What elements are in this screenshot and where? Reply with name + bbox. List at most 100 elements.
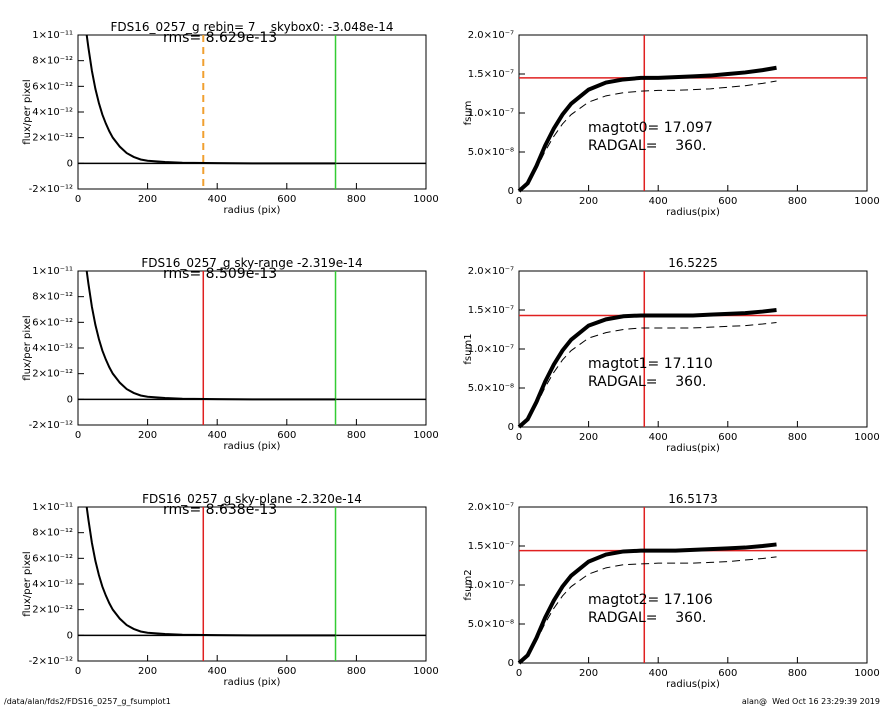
x-tick-label: 0: [516, 432, 522, 443]
x-tick-label: 800: [788, 668, 807, 679]
annotation: RADGAL= 360.: [588, 610, 706, 626]
panel-title: 16.5225: [668, 256, 718, 270]
panel-title: FDS16_0257_g rebin= 7 skybox0: -3.048e-1…: [110, 20, 393, 34]
y-tick-label: 6×10⁻¹²: [32, 553, 73, 564]
y-tick-label: 8×10⁻¹²: [32, 292, 73, 303]
x-tick-label: 200: [138, 194, 157, 205]
profile-curve: [517, 542, 777, 665]
annotation: rms= 8.638e-13: [163, 502, 277, 518]
y-axis-label: flux/per pixel: [22, 79, 33, 144]
y-tick-label: 1.5×10⁻⁷: [468, 541, 514, 552]
x-tick-label: 200: [138, 430, 157, 441]
x-tick-label: 0: [516, 196, 522, 207]
plot-frame: [518, 506, 868, 664]
annotation: magtot1= 17.110: [588, 356, 713, 372]
x-tick-label: 400: [649, 432, 668, 443]
y-axis-label: fsum1: [463, 333, 474, 364]
y-tick-label: 4×10⁻¹²: [32, 579, 73, 590]
annotation: RADGAL= 360.: [588, 374, 706, 390]
x-tick-label: 600: [718, 196, 737, 207]
annotation: magtot2= 17.106: [588, 592, 713, 608]
dashed-curve: [518, 80, 777, 192]
y-tick-label: 1.0×10⁻⁷: [468, 108, 514, 119]
profile-curve: [85, 506, 336, 637]
x-tick-label: 400: [208, 194, 227, 205]
y-axis-label: fsum: [463, 101, 474, 126]
panel-title: 16.5173: [668, 492, 718, 506]
x-tick-label: 1000: [854, 432, 879, 443]
y-tick-label: -2×10⁻¹²: [29, 420, 73, 431]
y-tick-label: 5.0×10⁻⁸: [468, 619, 514, 630]
y-axis-label: flux/per pixel: [22, 551, 33, 616]
x-tick-label: 200: [579, 668, 598, 679]
y-tick-label: 1×10⁻¹¹: [32, 30, 73, 41]
profile-curve: [85, 34, 336, 165]
x-tick-label: 600: [277, 194, 296, 205]
y-tick-label: 0: [67, 630, 73, 641]
x-tick-label: 0: [516, 668, 522, 679]
profile-curve: [85, 270, 336, 401]
x-tick-label: 800: [347, 666, 366, 677]
plot-frame: [77, 34, 427, 190]
footer-date: alan@ Wed Oct 16 23:29:39 2019: [742, 697, 880, 706]
x-tick-label: 400: [208, 430, 227, 441]
y-tick-label: 0: [67, 394, 73, 405]
y-axis-label: flux/per pixel: [22, 315, 33, 380]
y-tick-label: 6×10⁻¹²: [32, 81, 73, 92]
y-tick-label: 0: [508, 186, 514, 197]
y-tick-label: 2.0×10⁻⁷: [468, 502, 514, 513]
y-tick-label: 0: [508, 422, 514, 433]
x-tick-label: 1000: [854, 196, 879, 207]
annotation: rms= 8.629e-13: [163, 30, 277, 46]
annotation: magtot0= 17.097: [588, 120, 713, 136]
x-tick-label: 0: [75, 194, 81, 205]
x-tick-label: 600: [718, 668, 737, 679]
x-tick-label: 1000: [413, 430, 438, 441]
x-axis-label: radius (pix): [224, 441, 281, 452]
x-axis-label: radius(pix): [666, 207, 720, 218]
y-tick-label: 8×10⁻¹²: [32, 528, 73, 539]
plot-frame: [77, 270, 427, 426]
x-tick-label: 200: [579, 432, 598, 443]
y-tick-label: 2.0×10⁻⁷: [468, 30, 514, 41]
profile-curve: [517, 65, 777, 193]
x-tick-label: 800: [347, 194, 366, 205]
x-tick-label: 1000: [413, 194, 438, 205]
y-tick-label: 1×10⁻¹¹: [32, 266, 73, 277]
y-tick-label: 4×10⁻¹²: [32, 343, 73, 354]
y-tick-label: 5.0×10⁻⁸: [468, 147, 514, 158]
x-tick-label: 400: [649, 668, 668, 679]
y-tick-label: 2×10⁻¹²: [32, 369, 73, 380]
footer-path: /data/alan/fds2/FDS16_0257_g_fsumplot1: [4, 697, 171, 706]
x-tick-label: 200: [138, 666, 157, 677]
annotation: RADGAL= 360.: [588, 138, 706, 154]
y-tick-label: 1.5×10⁻⁷: [468, 305, 514, 316]
y-tick-label: 0: [67, 158, 73, 169]
y-tick-label: 2.0×10⁻⁷: [468, 266, 514, 277]
y-tick-label: 2×10⁻¹²: [32, 605, 73, 616]
x-tick-label: 800: [788, 196, 807, 207]
x-tick-label: 0: [75, 666, 81, 677]
x-axis-label: radius(pix): [666, 443, 720, 454]
y-tick-label: 5.0×10⁻⁸: [468, 383, 514, 394]
annotation: rms= 8.509e-13: [163, 266, 277, 282]
plot-frame: [518, 34, 868, 192]
y-tick-label: 6×10⁻¹²: [32, 317, 73, 328]
y-tick-label: 1.0×10⁻⁷: [468, 344, 514, 355]
x-tick-label: 400: [649, 196, 668, 207]
x-tick-label: 1000: [854, 668, 879, 679]
x-tick-label: 200: [579, 196, 598, 207]
y-tick-label: -2×10⁻¹²: [29, 184, 73, 195]
panel-title: FDS16_0257_g sky-plane -2.320e-14: [142, 492, 362, 506]
profile-curve: [517, 308, 777, 429]
x-tick-label: 600: [718, 432, 737, 443]
x-tick-label: 600: [277, 430, 296, 441]
x-tick-label: 0: [75, 430, 81, 441]
x-axis-label: radius(pix): [666, 679, 720, 690]
y-tick-label: -2×10⁻¹²: [29, 656, 73, 667]
x-tick-label: 400: [208, 666, 227, 677]
y-tick-label: 2×10⁻¹²: [32, 133, 73, 144]
y-axis-label: fsum2: [463, 569, 474, 600]
y-tick-label: 1×10⁻¹¹: [32, 502, 73, 513]
